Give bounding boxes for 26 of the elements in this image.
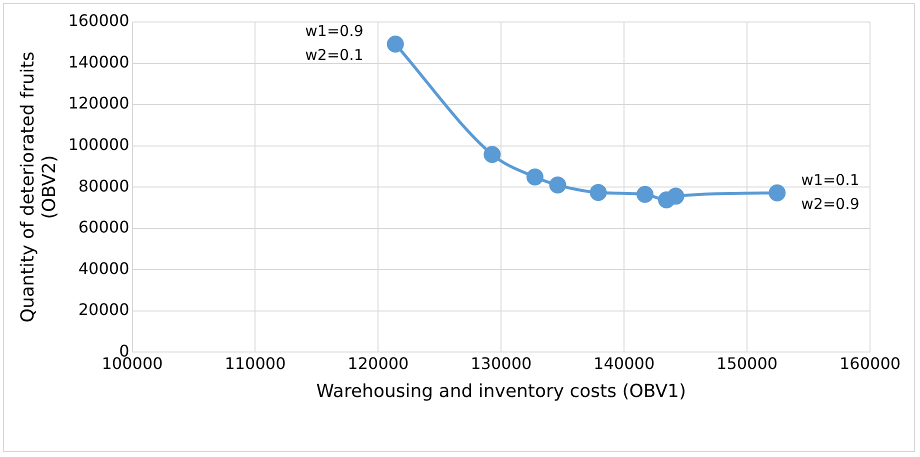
x-tick-label: 140000 bbox=[594, 354, 655, 373]
annotation: w1=0.1 w2=0.9 bbox=[801, 170, 860, 213]
y-tick-label: 160000 bbox=[68, 11, 130, 30]
point bbox=[768, 184, 786, 202]
y-axis-title: Quantity of deteriorated fruits (OBV2) bbox=[17, 52, 60, 323]
y-tick-label: 140000 bbox=[68, 52, 130, 72]
point bbox=[484, 146, 501, 163]
point bbox=[386, 36, 404, 53]
y-tick-label: 20000 bbox=[78, 300, 130, 320]
annotation: w1=0.9 w2=0.1 bbox=[305, 22, 364, 64]
y-tick-label: 60000 bbox=[78, 218, 130, 237]
point bbox=[549, 176, 566, 194]
x-tick-label: 160000 bbox=[839, 354, 901, 373]
x-axis-title: Warehousing and inventory costs (OBV1) bbox=[316, 380, 686, 402]
y-tick-label: 120000 bbox=[68, 94, 130, 113]
point bbox=[590, 184, 607, 201]
x-tick-label: 150000 bbox=[716, 354, 778, 373]
x-tick-label: 110000 bbox=[224, 354, 286, 373]
x-tick-label: 120000 bbox=[348, 354, 409, 373]
point bbox=[667, 188, 684, 205]
y-tick-label: 40000 bbox=[78, 258, 130, 278]
point bbox=[636, 186, 654, 203]
y-tick-label: 100000 bbox=[68, 134, 130, 154]
point bbox=[526, 168, 544, 186]
y-tick-label: 80000 bbox=[78, 176, 130, 196]
x-tick-label: 130000 bbox=[470, 354, 532, 373]
